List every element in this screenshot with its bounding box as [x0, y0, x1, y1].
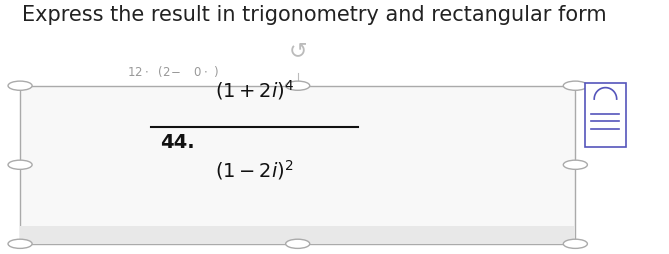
Circle shape — [286, 239, 310, 248]
Text: Express the result in trigonometry and rectangular form: Express the result in trigonometry and r… — [22, 5, 607, 25]
Circle shape — [563, 82, 587, 91]
Circle shape — [563, 161, 587, 170]
Bar — [585, 84, 626, 147]
Text: ↺: ↺ — [288, 41, 307, 61]
Bar — [20, 86, 575, 244]
Circle shape — [8, 82, 32, 91]
Text: $(1 + 2i)^4$: $(1 + 2i)^4$ — [215, 78, 294, 102]
Text: $(1 - 2i)^2$: $(1 - 2i)^2$ — [215, 157, 294, 181]
Text: $\mathit{12\cdot\ \ (2\!-\ \ \ 0\cdot\ )}$: $\mathit{12\cdot\ \ (2\!-\ \ \ 0\cdot\ )… — [127, 64, 219, 78]
Text: 44.: 44. — [161, 133, 195, 152]
Circle shape — [563, 239, 587, 248]
Circle shape — [8, 161, 32, 170]
Bar — [20, 226, 575, 244]
Circle shape — [286, 82, 310, 91]
Circle shape — [8, 239, 32, 248]
